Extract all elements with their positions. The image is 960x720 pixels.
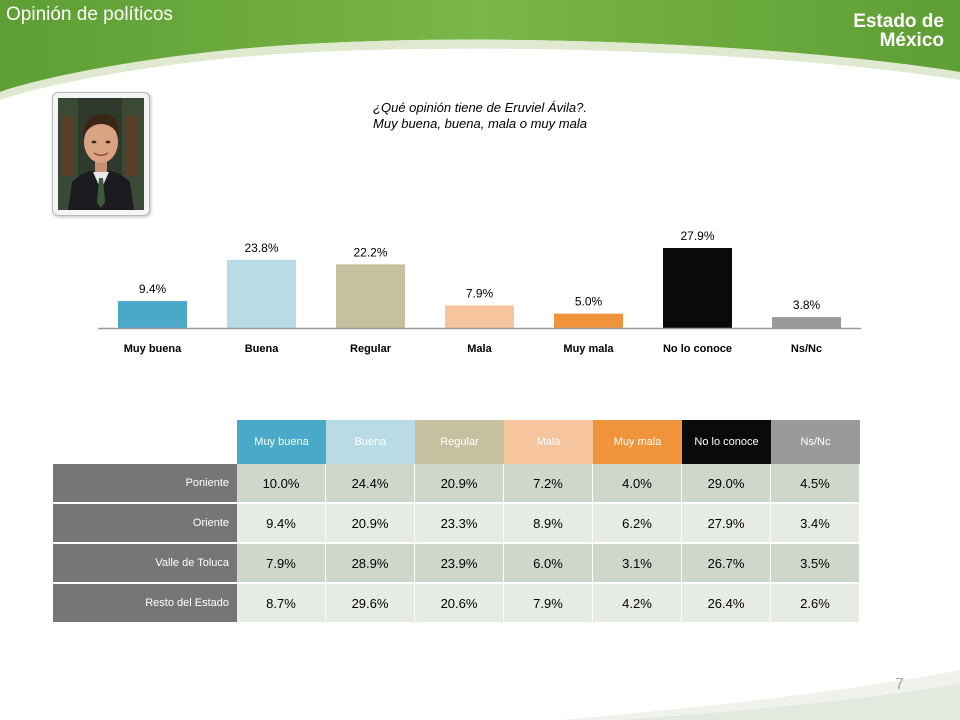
table-cell-muy-buena: 9.4% bbox=[237, 504, 326, 544]
value-label-buena: 23.8% bbox=[244, 241, 278, 255]
bar-buena bbox=[227, 259, 296, 328]
column-header-regular: Regular bbox=[415, 420, 504, 464]
value-label-ns-nc: 3.8% bbox=[793, 298, 821, 312]
bar-mala bbox=[445, 305, 514, 328]
brand-line-1: Estado de bbox=[853, 11, 944, 32]
category-label-regular: Regular bbox=[350, 343, 392, 355]
table-header-row: Muy buena Buena Regular Mala Muy mala No lo c… bbox=[53, 420, 860, 464]
table-cell-muy-mala: 4.2% bbox=[593, 584, 682, 624]
table-cell-no-lo-conoce: 29.0% bbox=[682, 464, 771, 504]
portrait-image bbox=[58, 98, 144, 210]
category-label-muy-mala: Muy mala bbox=[563, 343, 614, 355]
table-cell-ns-nc: 3.5% bbox=[771, 544, 860, 584]
table-cell-regular: 23.3% bbox=[415, 504, 504, 544]
table-cell-muy-buena: 8.7% bbox=[237, 584, 326, 624]
category-label-buena: Buena bbox=[245, 343, 280, 355]
table-cell-regular: 20.6% bbox=[415, 584, 504, 624]
row-label: Resto del Estado bbox=[53, 584, 237, 624]
table-corner-cell bbox=[53, 420, 237, 464]
table-cell-mala: 6.0% bbox=[504, 544, 593, 584]
table-row-poniente: Poniente 10.0% 24.4% 20.9% 7.2% 4.0% 29.0% 4.5% bbox=[53, 464, 860, 504]
question-line-1: ¿Qué opinión tiene de Eruviel Ávila?. bbox=[373, 100, 587, 115]
category-label-muy-buena: Muy buena bbox=[124, 343, 182, 355]
value-label-mala: 7.9% bbox=[466, 286, 494, 300]
table-cell-muy-mala: 6.2% bbox=[593, 504, 682, 544]
column-header-no-lo-conoce: No lo conoce bbox=[682, 420, 771, 464]
column-header-ns-nc: Ns/Nc bbox=[771, 420, 860, 464]
bar-muy-mala bbox=[554, 313, 623, 328]
bar-ns-nc bbox=[772, 317, 841, 328]
table-cell-muy-mala: 4.0% bbox=[593, 464, 682, 504]
survey-question: ¿Qué opinión tiene de Eruviel Ávila?. Mu… bbox=[330, 100, 630, 132]
row-label: Valle de Toluca bbox=[53, 544, 237, 584]
table-cell-regular: 20.9% bbox=[415, 464, 504, 504]
table-cell-buena: 29.6% bbox=[326, 584, 415, 624]
value-label-muy-buena: 9.4% bbox=[139, 282, 167, 296]
table-cell-buena: 24.4% bbox=[326, 464, 415, 504]
table-cell-mala: 7.2% bbox=[504, 464, 593, 504]
table-cell-mala: 8.9% bbox=[504, 504, 593, 544]
header-banner bbox=[0, 0, 960, 100]
table-row-resto-del-estado: Resto del Estado 8.7% 29.6% 20.6% 7.9% 4.2% 26… bbox=[53, 584, 860, 624]
table-cell-no-lo-conoce: 26.4% bbox=[682, 584, 771, 624]
table-cell-no-lo-conoce: 26.7% bbox=[682, 544, 771, 584]
opinion-bar-chart: 9.4% Muy buena 23.8% Buena 22.2% Regular 7.9% M… bbox=[98, 229, 861, 355]
brand-logo: Estado de México bbox=[853, 12, 944, 50]
table-cell-muy-buena: 7.9% bbox=[237, 544, 326, 584]
regional-breakdown-table: Muy buena Buena Regular Mala Muy mala No lo c… bbox=[53, 420, 860, 624]
table-cell-regular: 23.9% bbox=[415, 544, 504, 584]
table-cell-muy-mala: 3.1% bbox=[593, 544, 682, 584]
brand-line-2: México bbox=[879, 30, 944, 51]
footer-swoosh bbox=[560, 670, 960, 720]
value-label-no-lo-conoce: 27.9% bbox=[680, 229, 714, 243]
category-label-no-lo-conoce: No lo conoce bbox=[663, 343, 732, 355]
table-cell-ns-nc: 2.6% bbox=[771, 584, 860, 624]
column-header-muy-mala: Muy mala bbox=[593, 420, 682, 464]
politician-photo bbox=[52, 92, 150, 216]
category-label-mala: Mala bbox=[467, 343, 492, 355]
value-label-regular: 22.2% bbox=[353, 245, 387, 259]
value-label-muy-mala: 5.0% bbox=[575, 295, 603, 309]
table-cell-mala: 7.9% bbox=[504, 584, 593, 624]
column-header-muy-buena: Muy buena bbox=[237, 420, 326, 464]
table-row-valle-de-toluca: Valle de Toluca 7.9% 28.9% 23.9% 6.0% 3.1% 26.… bbox=[53, 544, 860, 584]
column-header-buena: Buena bbox=[326, 420, 415, 464]
row-label: Oriente bbox=[53, 504, 237, 544]
page-number: 7 bbox=[895, 676, 904, 693]
table-cell-muy-buena: 10.0% bbox=[237, 464, 326, 504]
table-row-oriente: Oriente 9.4% 20.9% 23.3% 8.9% 6.2% 27.9% 3.4% bbox=[53, 504, 860, 544]
column-header-mala: Mala bbox=[504, 420, 593, 464]
table-cell-buena: 28.9% bbox=[326, 544, 415, 584]
bar-muy-buena bbox=[118, 301, 187, 328]
bar-regular bbox=[336, 264, 405, 328]
question-line-2: Muy buena, buena, mala o muy mala bbox=[373, 116, 587, 131]
table-cell-ns-nc: 3.4% bbox=[771, 504, 860, 544]
bar-no-lo-conoce bbox=[663, 248, 732, 328]
category-label-ns-nc: Ns/Nc bbox=[791, 343, 822, 355]
table-cell-buena: 20.9% bbox=[326, 504, 415, 544]
table-cell-no-lo-conoce: 27.9% bbox=[682, 504, 771, 544]
table-cell-ns-nc: 4.5% bbox=[771, 464, 860, 504]
row-label: Poniente bbox=[53, 464, 237, 504]
slide-title: Opinión de políticos bbox=[6, 4, 173, 25]
